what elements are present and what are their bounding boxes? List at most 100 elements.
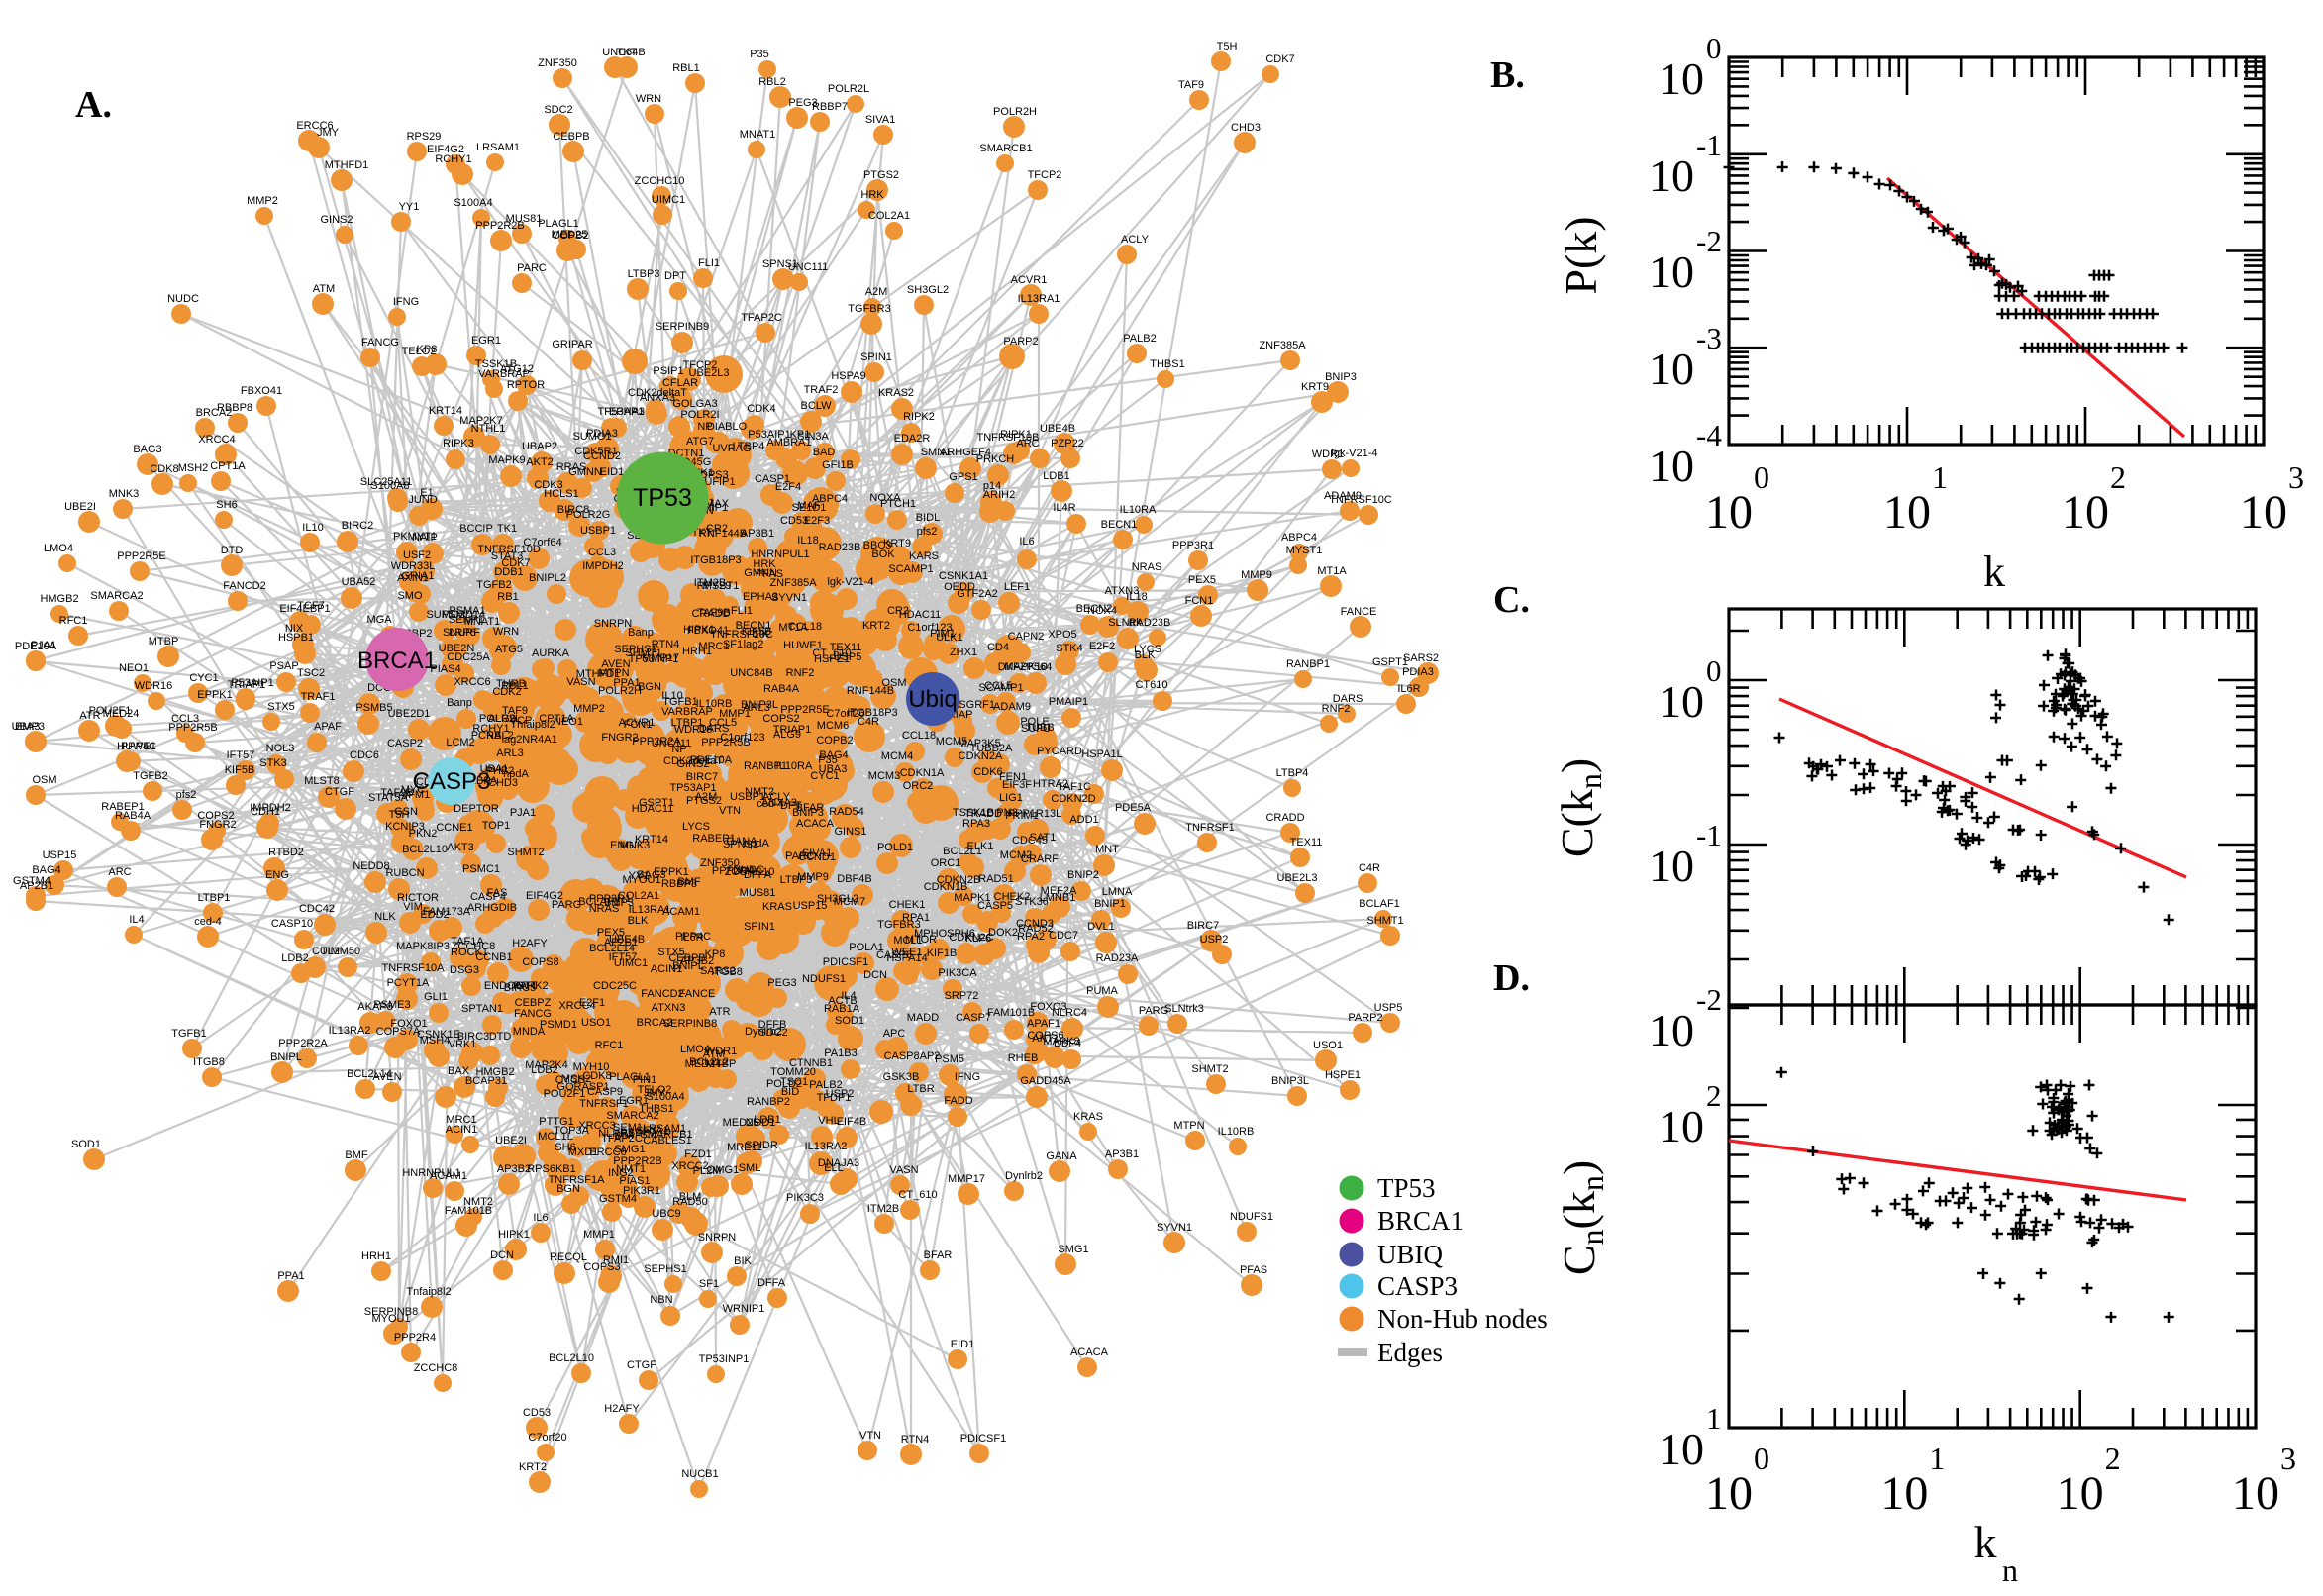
- svg-text:BID: BID: [781, 1086, 799, 1098]
- svg-text:FAM101B: FAM101B: [445, 1205, 492, 1217]
- svg-text:H2AFY: H2AFY: [512, 938, 548, 949]
- svg-text:MYC: MYC: [401, 784, 426, 796]
- svg-text:ACACA: ACACA: [1070, 1347, 1109, 1358]
- svg-text:CASP2: CASP2: [387, 738, 423, 749]
- svg-text:GFI1B: GFI1B: [822, 459, 854, 471]
- svg-text:MRC1: MRC1: [698, 641, 729, 652]
- svg-text:CDC42: CDC42: [299, 903, 335, 915]
- svg-text:CEBPZ: CEBPZ: [515, 997, 552, 1009]
- svg-text:MTPN: MTPN: [598, 667, 629, 679]
- svg-text:SMARCA2: SMARCA2: [90, 590, 143, 602]
- svg-text:FANCD2: FANCD2: [223, 580, 265, 592]
- svg-text:LTBR: LTBR: [907, 1083, 934, 1095]
- svg-text:BNIP3: BNIP3: [1325, 371, 1357, 383]
- svg-text:FANCG: FANCG: [514, 1008, 552, 1020]
- svg-text:TP53AP1: TP53AP1: [669, 782, 716, 794]
- svg-text:KLF6: KLF6: [965, 933, 991, 945]
- svg-text:SML: SML: [739, 1162, 761, 1174]
- svg-text:VTN: VTN: [719, 805, 741, 817]
- svg-text:TOP1: TOP1: [482, 820, 511, 832]
- svg-text:UIMC1: UIMC1: [652, 194, 685, 206]
- svg-text:PJA1: PJA1: [510, 807, 536, 819]
- svg-text:SEPHS1: SEPHS1: [614, 644, 656, 655]
- svg-text:PDIA3: PDIA3: [586, 428, 618, 440]
- svg-text:-4: -4: [1696, 418, 1722, 452]
- svg-text:XRCC6: XRCC6: [454, 676, 490, 688]
- svg-text:MTOR: MTOR: [905, 934, 937, 946]
- svg-text:LMNA: LMNA: [1102, 886, 1133, 898]
- svg-text:MXD1: MXD1: [568, 1147, 599, 1158]
- svg-text:ZNF385A: ZNF385A: [1259, 340, 1306, 351]
- svg-text:BIRC2: BIRC2: [342, 520, 373, 532]
- svg-text:LTBP1: LTBP1: [198, 892, 231, 904]
- svg-text:RABEP1: RABEP1: [101, 801, 144, 813]
- svg-text:MED24: MED24: [685, 1058, 722, 1070]
- svg-text:RABEP1: RABEP1: [692, 833, 735, 845]
- svg-text:MNAT1: MNAT1: [464, 616, 500, 628]
- svg-text:CASP7: CASP7: [956, 1012, 991, 1024]
- svg-text:BNIPL: BNIPL: [270, 1051, 302, 1063]
- svg-text:JUND: JUND: [408, 494, 437, 506]
- svg-text:CCL3: CCL3: [171, 713, 199, 725]
- svg-text:BIM: BIM: [614, 1130, 634, 1142]
- svg-text:AP3B2: AP3B2: [497, 1163, 531, 1175]
- svg-text:NEDD8: NEDD8: [353, 860, 389, 872]
- svg-text:BNIP3: BNIP3: [792, 807, 824, 819]
- svg-text:KRAS2: KRAS2: [878, 387, 914, 399]
- svg-text:AKT1: AKT1: [1032, 1033, 1060, 1045]
- svg-text:CCL3: CCL3: [588, 547, 616, 558]
- svg-text:BAG4: BAG4: [819, 749, 848, 761]
- svg-text:TAF9B: TAF9B: [380, 787, 413, 799]
- svg-text:TGFB1: TGFB1: [662, 696, 697, 708]
- svg-text:ZNF350: ZNF350: [700, 857, 740, 869]
- svg-text:SMO: SMO: [397, 590, 423, 602]
- svg-text:SMARCB1: SMARCB1: [979, 143, 1032, 154]
- svg-text:AP3B1: AP3B1: [741, 528, 774, 540]
- svg-text:E2F2: E2F2: [1089, 641, 1115, 652]
- svg-text:BCLW: BCLW: [801, 400, 833, 412]
- svg-text:FNGR2: FNGR2: [601, 732, 638, 744]
- svg-text:BCLAF1: BCLAF1: [578, 896, 620, 908]
- svg-text:SPIN1: SPIN1: [860, 351, 892, 363]
- svg-text:TP53: TP53: [1377, 1173, 1436, 1203]
- svg-text:BCL2L14: BCL2L14: [589, 943, 635, 954]
- svg-text:RAB4A: RAB4A: [115, 810, 152, 822]
- svg-text:DTD: DTD: [221, 545, 244, 556]
- svg-text:VASN: VASN: [889, 1164, 918, 1176]
- svg-text:SPNS1: SPNS1: [723, 839, 758, 850]
- svg-text:MLST8: MLST8: [304, 775, 339, 787]
- svg-text:T5H: T5H: [1217, 41, 1238, 52]
- svg-text:IL10: IL10: [302, 522, 323, 534]
- svg-text:EIF3F: EIF3F: [1002, 779, 1032, 791]
- svg-text:PSME3: PSME3: [373, 999, 410, 1011]
- svg-text:KRT9: KRT9: [883, 538, 911, 549]
- svg-text:CDK7: CDK7: [1265, 53, 1294, 65]
- svg-text:SH6: SH6: [555, 1142, 575, 1153]
- svg-text:RIPK2: RIPK2: [903, 411, 935, 423]
- svg-text:JMY: JMY: [644, 1087, 666, 1099]
- svg-text:APAF1: APAF1: [1027, 1018, 1060, 1030]
- svg-text:IL10RA: IL10RA: [776, 760, 813, 772]
- svg-text:STAT3: STAT3: [491, 550, 524, 562]
- svg-text:MYOU1: MYOU1: [622, 874, 660, 886]
- svg-text:PPP2R4: PPP2R4: [394, 1332, 436, 1344]
- svg-text:IL6: IL6: [1019, 536, 1034, 548]
- svg-text:CASP10: CASP10: [271, 918, 313, 930]
- svg-text:AP3B2: AP3B2: [680, 955, 714, 967]
- svg-text:BCLAF1: BCLAF1: [1359, 898, 1400, 910]
- svg-text:RPS29: RPS29: [697, 580, 732, 592]
- svg-text:10: 10: [1705, 486, 1753, 539]
- svg-text:TFAP2C: TFAP2C: [741, 312, 782, 324]
- svg-text:DBF4: DBF4: [1054, 1038, 1081, 1049]
- svg-text:TOMM20: TOMM20: [770, 1066, 816, 1078]
- svg-text:PN2: PN2: [996, 807, 1017, 819]
- svg-text:ZHX1: ZHX1: [950, 647, 977, 658]
- svg-text:PIK3R1: PIK3R1: [623, 1185, 660, 1197]
- svg-text:ced-4: ced-4: [757, 798, 784, 810]
- svg-text:CDK2deltaT: CDK2deltaT: [663, 755, 723, 767]
- svg-text:SLNtrk: SLNtrk: [1108, 617, 1142, 629]
- svg-text:PIAS4: PIAS4: [430, 663, 460, 675]
- svg-text:CDH1: CDH1: [251, 806, 280, 818]
- svg-text:SIN3A: SIN3A: [797, 431, 829, 443]
- svg-text:RHEB: RHEB: [1008, 1052, 1039, 1064]
